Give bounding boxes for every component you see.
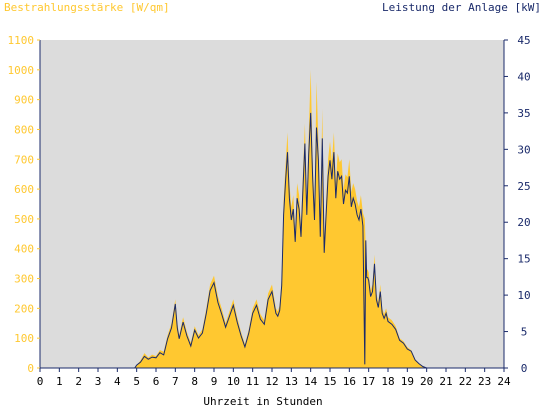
x-tick-label: 20 xyxy=(420,375,433,388)
right-tick-labels: 0 5 10 15 20 25 30 35 40 45 xyxy=(504,34,531,375)
left-tick-labels: 0 100 200 300 400 500 600 700 800 900 1000 1100 xyxy=(8,34,40,375)
left-tick-label: 900 xyxy=(14,94,34,107)
left-tick-label: 300 xyxy=(14,273,34,286)
x-tick-label: 9 xyxy=(211,375,218,388)
x-tick-label: 7 xyxy=(172,375,179,388)
x-tick-label: 15 xyxy=(323,375,336,388)
x-tick-label: 17 xyxy=(362,375,375,388)
x-tick-label: 8 xyxy=(191,375,198,388)
x-tick-label: 14 xyxy=(304,375,318,388)
right-tick-label: 25 xyxy=(517,180,530,193)
left-tick-label: 200 xyxy=(14,302,34,315)
x-tick-label: 23 xyxy=(478,375,491,388)
power-line xyxy=(40,112,504,369)
left-tick-label: 500 xyxy=(14,213,34,226)
right-tick-label: 15 xyxy=(517,253,530,266)
x-tick-label: 19 xyxy=(401,375,414,388)
right-tick-label: 0 xyxy=(521,362,528,375)
x-tick-label: 12 xyxy=(265,375,278,388)
x-tick-label: 16 xyxy=(343,375,356,388)
left-tick-label: 400 xyxy=(14,243,34,256)
x-tick-label: 11 xyxy=(246,375,259,388)
x-tick-label: 21 xyxy=(439,375,452,388)
left-tick-label: 600 xyxy=(14,183,34,196)
x-tick-label: 22 xyxy=(459,375,472,388)
x-tick-label: 5 xyxy=(133,375,140,388)
x-tick-label: 1 xyxy=(56,375,63,388)
x-tick-label: 10 xyxy=(227,375,240,388)
left-tick-label: 1100 xyxy=(8,34,35,47)
power-line-layer xyxy=(40,112,504,369)
x-axis-title: Uhrzeit in Stunden xyxy=(203,395,322,408)
right-tick-label: 10 xyxy=(517,289,530,302)
right-axis-title: Leistung der Anlage [kW] xyxy=(382,1,541,14)
x-tick-label: 24 xyxy=(497,375,511,388)
irradiance-area xyxy=(40,69,504,369)
x-tick-label: 6 xyxy=(153,375,160,388)
right-tick-label: 35 xyxy=(517,107,530,120)
x-tick-labels: 0 1 2 3 4 5 6 7 8 9 10 11 12 13 14 15 16 17 18 19 20 21 22 23 24 xyxy=(37,368,511,388)
x-tick-label: 0 xyxy=(37,375,44,388)
x-tick-label: 2 xyxy=(75,375,82,388)
right-tick-label: 20 xyxy=(517,216,530,229)
irradiance-area-layer xyxy=(40,69,504,369)
left-tick-label: 700 xyxy=(14,153,34,166)
left-tick-label: 800 xyxy=(14,123,34,136)
x-tick-label: 3 xyxy=(95,375,102,388)
right-tick-label: 45 xyxy=(517,34,530,47)
right-tick-label: 40 xyxy=(517,70,530,83)
left-tick-label: 0 xyxy=(27,362,34,375)
left-tick-label: 1000 xyxy=(8,64,35,77)
x-tick-label: 18 xyxy=(381,375,394,388)
x-tick-label: 4 xyxy=(114,375,121,388)
left-tick-label: 100 xyxy=(14,332,34,345)
x-tick-label: 13 xyxy=(285,375,298,388)
left-axis-title: Bestrahlungsstärke [W/qm] xyxy=(4,1,170,14)
right-tick-label: 5 xyxy=(521,326,528,339)
right-tick-label: 30 xyxy=(517,143,530,156)
